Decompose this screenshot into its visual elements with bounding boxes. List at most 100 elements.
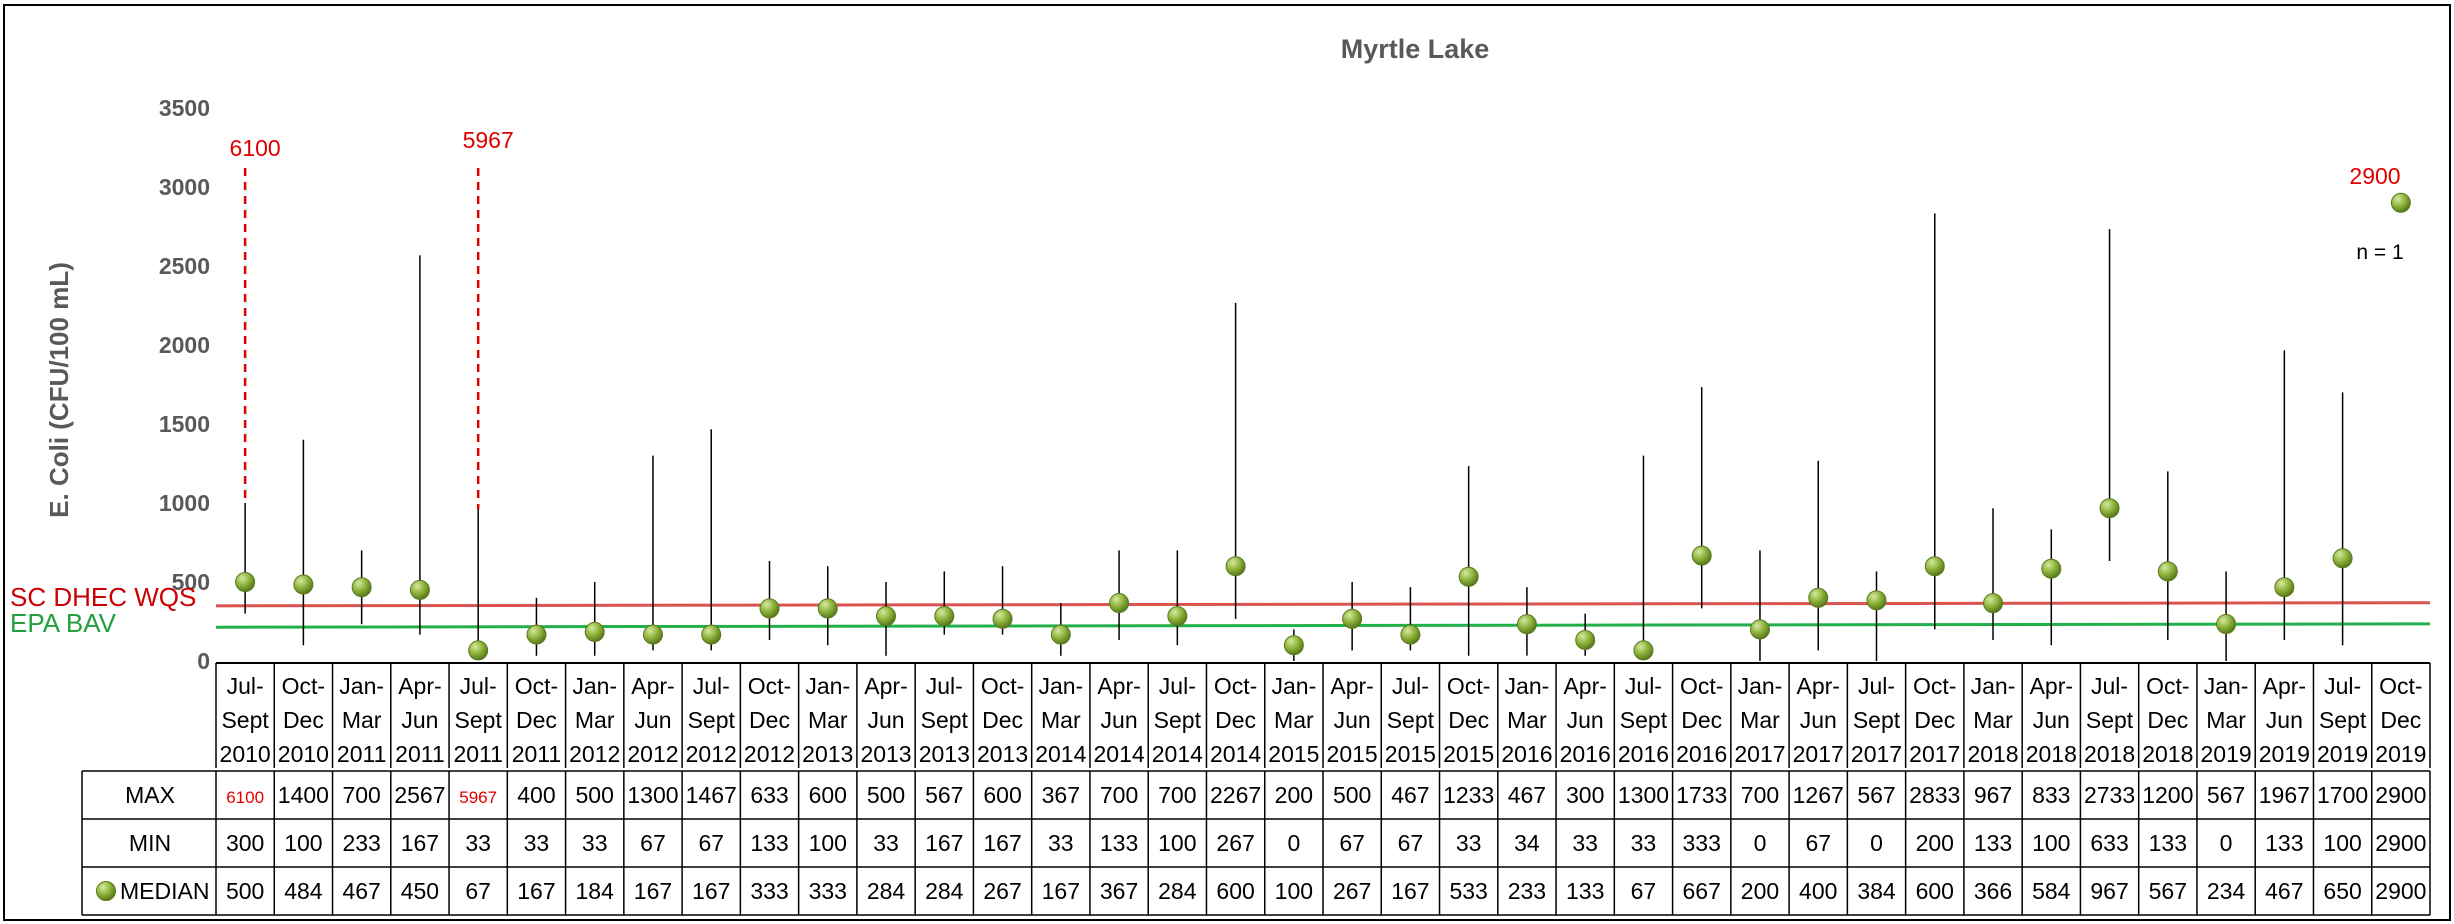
x-tick-label: Apr- — [2263, 673, 2306, 699]
table-cell-median: 284 — [1158, 878, 1197, 904]
table-cell-median: 167 — [692, 878, 730, 904]
median-point — [1633, 640, 1654, 661]
table-cell-median: 2900 — [2375, 878, 2426, 904]
y-axis-label: E. Coli (CFU/100 mL) — [44, 262, 74, 518]
y-axis: 0 500 1000 1500 2000 2500 3000 3500 — [159, 95, 210, 674]
x-tick-label: 2015 — [1327, 741, 1378, 767]
chart-border — [3, 4, 2451, 921]
table-cell-max: 567 — [2207, 782, 2245, 808]
table-cell-max: 700 — [1741, 782, 1779, 808]
x-tick-label: Oct- — [515, 673, 558, 699]
table-cell-max: 700 — [342, 782, 380, 808]
x-tick-label: Jul- — [227, 673, 264, 699]
y-tick-label: 0 — [197, 648, 210, 674]
x-tick-label: 2011 — [395, 741, 444, 767]
y-tick-label: 1500 — [159, 411, 210, 437]
table-cell-median: 67 — [1631, 878, 1657, 904]
table-cell-max: 467 — [1391, 782, 1429, 808]
table-cell-median: 233 — [1508, 878, 1546, 904]
x-tick-label: Dec — [2380, 707, 2421, 733]
table-cell-min: 100 — [2323, 830, 2361, 856]
table-cell-max: 1967 — [2259, 782, 2310, 808]
table-cell-max: 500 — [867, 782, 905, 808]
x-tick-label: Sept — [1853, 707, 1901, 733]
table-cell-median: 284 — [925, 878, 964, 904]
table-cell-min: 67 — [1805, 830, 1831, 856]
table-cell-max: 2267 — [1210, 782, 1261, 808]
table-cell-min: 100 — [809, 830, 847, 856]
median-point — [1283, 635, 1304, 656]
x-tick-label: Oct- — [748, 673, 791, 699]
table-cell-max: 833 — [2032, 782, 2070, 808]
x-tick-label: 2011 — [337, 741, 386, 767]
table-cell-max: 367 — [1042, 782, 1080, 808]
x-tick-label: Jun — [401, 707, 438, 733]
median-point — [1400, 624, 1421, 645]
table-cell-median: 533 — [1449, 878, 1487, 904]
row-label-max: MAX — [125, 782, 175, 808]
median-point — [2041, 558, 2062, 579]
table-cell-min: 33 — [465, 830, 491, 856]
x-tick-label: Mar — [1041, 707, 1081, 733]
off-scale-label: 5967 — [463, 127, 514, 153]
table-cell-min: 33 — [873, 830, 899, 856]
y-tick-label: 2500 — [159, 253, 210, 279]
median-point — [2099, 498, 2120, 519]
reference-line — [215, 601, 2431, 608]
x-tick-label: 2018 — [2084, 741, 2135, 767]
median-point — [1691, 545, 1712, 566]
table-cell-min: 0 — [2220, 830, 2233, 856]
single-sample-note: n = 1 — [2356, 241, 2403, 264]
x-tick-label: 2016 — [1560, 741, 1611, 767]
table-cell-median: 184 — [576, 878, 615, 904]
row-label-median: MEDIAN — [120, 878, 209, 904]
median-point — [1167, 606, 1188, 627]
table-cell-median: 100 — [1275, 878, 1313, 904]
off-scale-label: 6100 — [230, 135, 281, 161]
table-cell-min: 100 — [2032, 830, 2070, 856]
table-cell-median: 167 — [634, 878, 672, 904]
table-cell-max: 700 — [1158, 782, 1196, 808]
x-tick-label: Dec — [1215, 707, 1256, 733]
x-tick-label: 2014 — [1035, 741, 1086, 767]
x-tick-label: Sept — [2086, 707, 2134, 733]
x-tick-label: Mar — [1973, 707, 2013, 733]
x-tick-label: Dec — [1448, 707, 1489, 733]
table-cell-min: 67 — [698, 830, 724, 856]
x-tick-label: Jun — [1334, 707, 1371, 733]
table-cell-max: 967 — [1974, 782, 2012, 808]
x-tick-label: 2015 — [1268, 741, 1319, 767]
median-point — [2157, 561, 2178, 582]
table-cell-min: 33 — [1456, 830, 1482, 856]
median-point — [1225, 556, 1246, 577]
table-cell-min: 67 — [1339, 830, 1365, 856]
table-cell-min: 0 — [1754, 830, 1767, 856]
table-cell-min: 133 — [2265, 830, 2303, 856]
x-tick-label: Jul- — [2324, 673, 2361, 699]
table-cell-max: 1267 — [1793, 782, 1844, 808]
median-point — [351, 577, 372, 598]
single-sample-value-label: 2900 — [2349, 163, 2400, 189]
median-point — [759, 598, 780, 619]
median-point — [1866, 590, 1887, 611]
x-tick-label: Sept — [1620, 707, 1668, 733]
x-tick-label: 2013 — [802, 741, 853, 767]
x-tick-label: Apr- — [631, 673, 674, 699]
reference-line — [215, 622, 2431, 629]
table-cell-max: 200 — [1275, 782, 1313, 808]
off-scale-annotations: 6100 5967 2900 — [230, 127, 2401, 510]
table-cell-median: 600 — [1916, 878, 1954, 904]
table-cell-median: 384 — [1857, 878, 1896, 904]
x-tick-label: 2010 — [220, 741, 271, 767]
x-tick-label: Jul- — [1392, 673, 1429, 699]
table-cell-min: 33 — [1048, 830, 1074, 856]
reference-line-label: EPA BAV — [10, 608, 117, 638]
x-tick-label: Sept — [688, 707, 736, 733]
table-cell-median: 450 — [401, 878, 439, 904]
table-cell-min: 200 — [1916, 830, 1954, 856]
data-table: MAX 6100 1400 700 2567 5967 400 500 1300 1467 633 6… — [81, 770, 2431, 916]
table-cell-median: 967 — [2090, 878, 2128, 904]
x-tick-label: Sept — [2319, 707, 2367, 733]
table-cell-median: 567 — [2149, 878, 2187, 904]
